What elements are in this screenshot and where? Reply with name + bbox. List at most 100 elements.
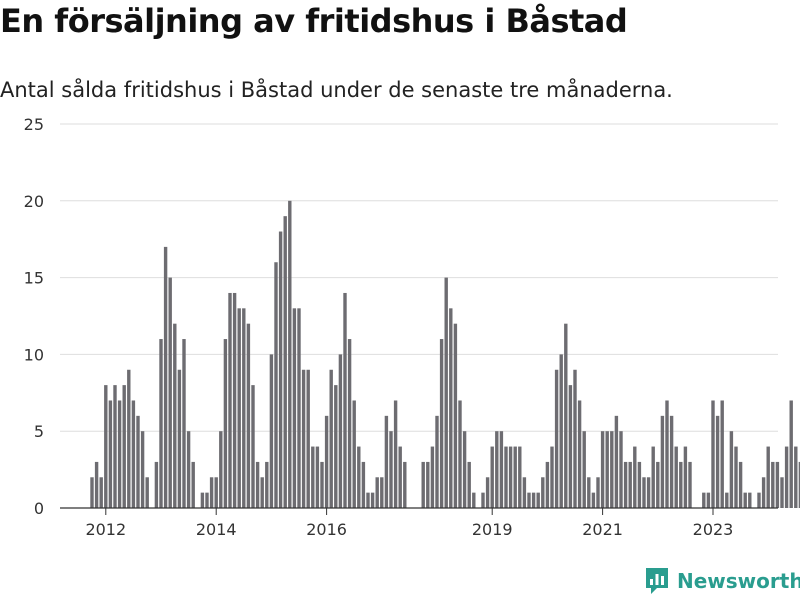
bar [499, 431, 504, 508]
bar [177, 369, 182, 508]
bar [232, 292, 237, 508]
bar [338, 354, 343, 508]
x-tick-label-2019: 2019 [472, 520, 513, 539]
bar [398, 446, 402, 508]
y-tick-label-20: 20 [24, 192, 44, 211]
bar [370, 492, 375, 508]
bar [384, 415, 389, 508]
bar [127, 369, 131, 508]
bar [168, 277, 172, 508]
bar [315, 446, 320, 508]
bar [623, 461, 628, 508]
bar [453, 323, 458, 508]
bar [660, 415, 665, 508]
bar [518, 446, 522, 508]
bar [798, 461, 800, 508]
bar [596, 477, 600, 508]
bar [430, 446, 435, 508]
bar [403, 461, 407, 508]
bar [292, 308, 297, 508]
bar [757, 492, 761, 508]
chart-subtitle: Antal sålda fritidshus i Båstad under de… [0, 78, 673, 102]
bar [642, 477, 646, 508]
bar [104, 385, 108, 508]
bar [531, 492, 536, 508]
bar [504, 446, 508, 508]
x-tick-label-2023: 2023 [693, 520, 734, 539]
bar [361, 461, 366, 508]
bar [237, 308, 241, 508]
bar [251, 385, 255, 508]
bar [600, 431, 605, 508]
bar [209, 477, 214, 508]
bar [766, 446, 770, 508]
bar [559, 354, 563, 508]
bar [223, 339, 228, 508]
bar [260, 477, 264, 508]
bar [665, 400, 669, 508]
bar [228, 292, 232, 508]
chart-title: En försäljning av fritidshus i Båstad [0, 2, 628, 40]
bar [311, 446, 315, 508]
bar [462, 431, 467, 508]
bar [288, 200, 292, 509]
gridlines [60, 123, 778, 432]
bar [614, 415, 619, 508]
bar [324, 415, 329, 508]
bar [605, 431, 609, 508]
bar [90, 477, 94, 508]
y-tick-label-0: 0 [34, 499, 44, 518]
y-tick-label-25: 25 [24, 115, 44, 134]
bar [564, 323, 568, 508]
bar [554, 369, 559, 508]
y-tick-label-5: 5 [34, 422, 44, 441]
bar [485, 477, 490, 508]
bar [426, 461, 430, 508]
bar [145, 477, 149, 508]
bar [343, 292, 347, 508]
bar [242, 308, 246, 508]
bar [637, 461, 642, 508]
y-tick-label-15: 15 [24, 269, 44, 288]
bar [513, 446, 517, 508]
bar [375, 477, 379, 508]
bar [393, 400, 398, 508]
bar [674, 446, 678, 508]
bar [748, 492, 752, 508]
bar [94, 461, 99, 508]
bar [784, 446, 789, 508]
bar [541, 477, 545, 508]
bar [651, 446, 655, 508]
bar [761, 477, 766, 508]
bar [481, 492, 485, 508]
bar [646, 477, 651, 508]
bar [573, 369, 577, 508]
bar [688, 461, 692, 508]
bar [173, 323, 177, 508]
bar [472, 492, 476, 508]
bar [522, 477, 527, 508]
bar [702, 492, 706, 508]
bar [297, 308, 301, 508]
x-tick-label-2012: 2012 [85, 520, 126, 539]
x-tick-label-2016: 2016 [306, 520, 347, 539]
bar [734, 446, 738, 508]
bar [794, 446, 798, 508]
bar [347, 339, 352, 508]
bar [329, 369, 333, 508]
bar [720, 400, 724, 508]
bar [219, 431, 223, 508]
x-axis-ticks: 2012201420162019202120232025 [85, 508, 734, 539]
brand-name: Newsworthy [677, 569, 800, 593]
bar [711, 400, 715, 508]
bar [182, 339, 186, 508]
bar [205, 492, 209, 508]
bar [715, 415, 720, 508]
bar [200, 492, 205, 508]
bar [435, 415, 439, 508]
bar [577, 400, 582, 508]
bar [278, 231, 283, 508]
bar [550, 446, 554, 508]
bar [255, 461, 260, 508]
